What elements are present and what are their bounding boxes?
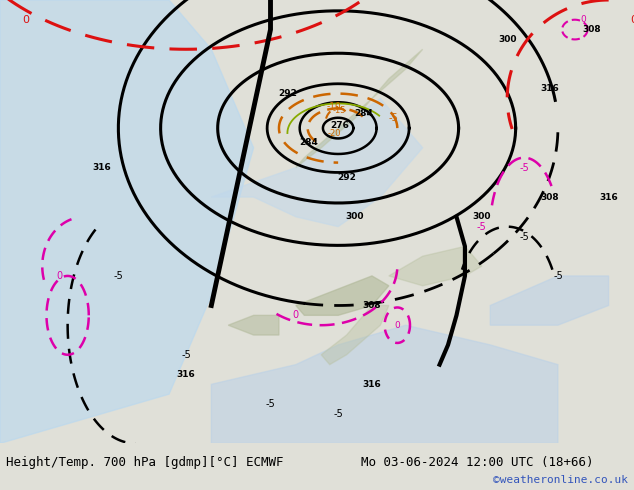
Polygon shape (296, 276, 389, 316)
Text: -5: -5 (266, 399, 275, 409)
Polygon shape (321, 305, 389, 365)
Text: -5: -5 (519, 163, 529, 172)
Polygon shape (0, 0, 254, 443)
Text: 276: 276 (330, 121, 349, 130)
Text: 300: 300 (498, 35, 517, 44)
Text: -5: -5 (519, 231, 529, 242)
Text: -5: -5 (553, 271, 563, 281)
Text: -5: -5 (388, 113, 398, 123)
Text: ©weatheronline.co.uk: ©weatheronline.co.uk (493, 475, 628, 485)
Text: Height/Temp. 700 hPa [gdmp][°C] ECMWF: Height/Temp. 700 hPa [gdmp][°C] ECMWF (6, 456, 284, 468)
Text: Mo 03-06-2024 12:00 UTC (18+66): Mo 03-06-2024 12:00 UTC (18+66) (361, 456, 594, 468)
Text: -5: -5 (181, 350, 191, 360)
Text: -5: -5 (113, 271, 123, 281)
Text: -5: -5 (477, 221, 487, 232)
Text: 300: 300 (472, 212, 491, 221)
Text: 316: 316 (177, 370, 195, 379)
Text: -5: -5 (333, 409, 343, 419)
Text: 308: 308 (583, 25, 601, 34)
Text: 284: 284 (299, 138, 318, 147)
Polygon shape (389, 246, 482, 286)
Polygon shape (296, 49, 423, 168)
Polygon shape (211, 325, 558, 443)
Polygon shape (490, 276, 609, 325)
Polygon shape (211, 98, 423, 227)
Text: -15: -15 (333, 106, 347, 115)
Text: 0: 0 (56, 271, 62, 281)
Text: 292: 292 (278, 89, 297, 98)
Text: 0: 0 (580, 15, 586, 24)
Text: -10: -10 (327, 102, 341, 111)
Text: 316: 316 (92, 163, 111, 172)
Text: 284: 284 (354, 109, 373, 118)
Text: 308: 308 (540, 193, 559, 201)
Text: 0: 0 (293, 310, 299, 320)
Text: 316: 316 (363, 380, 381, 389)
Text: 308: 308 (363, 301, 381, 310)
Text: 0: 0 (22, 15, 29, 24)
Text: 292: 292 (337, 173, 356, 182)
Text: -20: -20 (327, 128, 340, 138)
Text: 0: 0 (630, 15, 634, 24)
Text: 316: 316 (599, 193, 618, 201)
Text: 300: 300 (346, 212, 365, 221)
Polygon shape (228, 316, 279, 335)
Text: 0: 0 (394, 320, 400, 330)
Text: 316: 316 (540, 84, 559, 93)
